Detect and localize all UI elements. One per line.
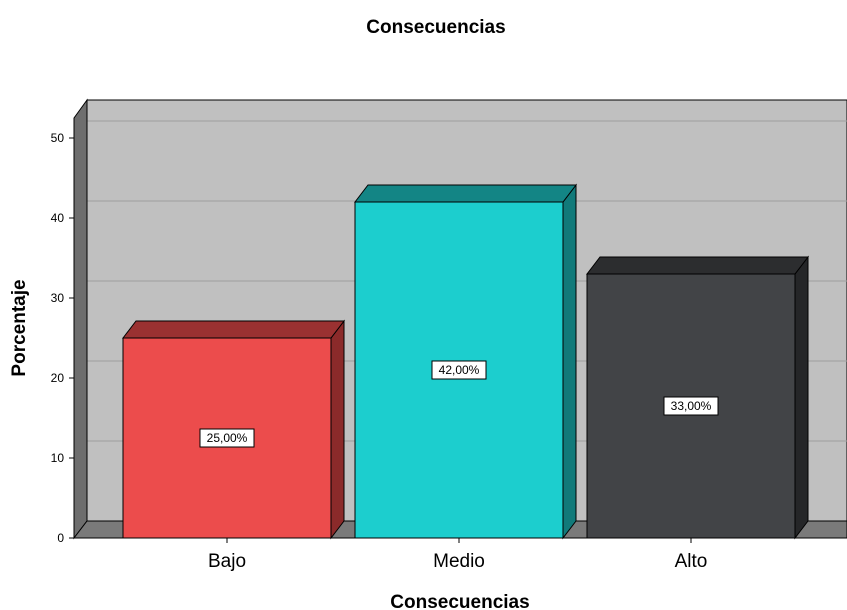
y-tick-label: 0	[57, 531, 64, 545]
bar-side	[330, 319, 345, 540]
bar-top	[121, 320, 346, 339]
y-tick-label: 20	[51, 371, 65, 385]
chart-title: Consecuencias	[366, 17, 505, 38]
x-tick-label: Alto	[675, 551, 708, 572]
bar-medio: 42,00%	[353, 183, 578, 540]
bar-side	[562, 183, 577, 540]
bar-side	[794, 255, 809, 540]
y-axis-title: Porcentaje	[9, 279, 30, 376]
bar-alto: 33,00%	[585, 255, 810, 540]
bar-front	[586, 273, 796, 539]
plot-left-wall	[73, 98, 88, 540]
data-label: 33,00%	[671, 399, 712, 413]
x-tick-label: Bajo	[208, 551, 246, 572]
data-label-box	[663, 396, 719, 416]
y-tick-label: 50	[51, 131, 65, 145]
bars: 25,00% 42,00% 33,00%	[121, 183, 810, 540]
left-wall-face	[73, 98, 88, 540]
x-tick-label: Medio	[433, 551, 485, 572]
y-axis-ticks: 0 10 20 30 40 50	[51, 131, 74, 545]
bar-top	[353, 184, 578, 203]
y-tick-label: 40	[51, 211, 65, 225]
x-axis-title: Consecuencias	[390, 592, 529, 610]
data-label: 42,00%	[439, 363, 480, 377]
y-tick-label: 10	[51, 451, 65, 465]
x-axis-ticks: Bajo Medio Alto	[208, 538, 707, 572]
data-label-box	[199, 428, 255, 448]
bar-top	[585, 256, 810, 275]
data-label-box	[431, 360, 487, 380]
data-label: 25,00%	[207, 431, 248, 445]
y-tick-label: 30	[51, 291, 65, 305]
bar-bajo: 25,00%	[121, 319, 346, 540]
